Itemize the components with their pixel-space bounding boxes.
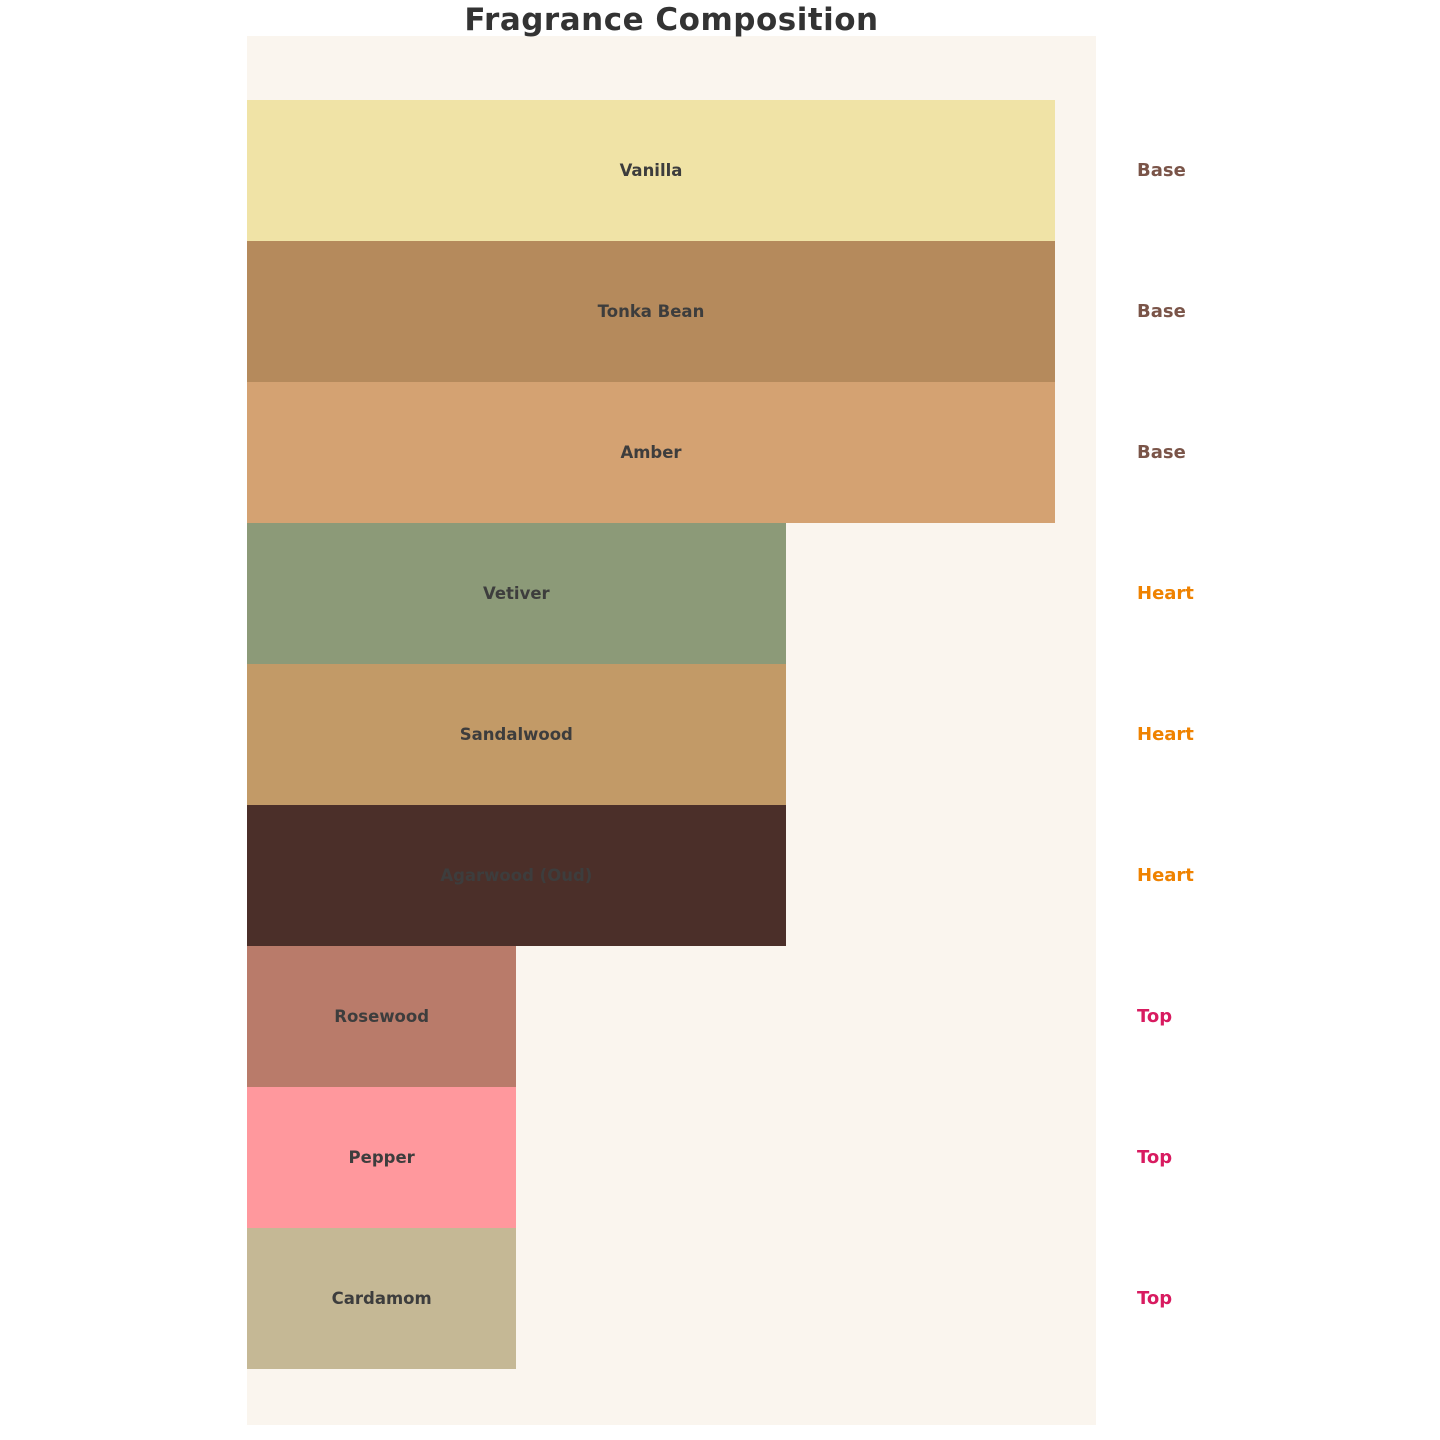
bar-label: Amber [620, 443, 682, 462]
bar-label: Tonka Bean [597, 302, 705, 321]
note-label: Heart [1137, 583, 1194, 604]
note-label: Heart [1137, 865, 1194, 886]
chart-title: Fragrance Composition [464, 2, 879, 38]
bar-label: Agarwood (Oud) [440, 866, 593, 885]
note-label: Base [1137, 160, 1186, 181]
bar-label: Rosewood [334, 1007, 430, 1026]
chart-bar: Rosewood [247, 946, 517, 1087]
chart-bar: Amber [247, 382, 1055, 523]
chart-bar: Agarwood (Oud) [247, 805, 786, 946]
chart-bar: Cardamom [247, 1228, 517, 1369]
bar-label: Vetiver [482, 584, 550, 603]
note-label: Top [1137, 1288, 1173, 1309]
bar-label: Pepper [348, 1148, 415, 1167]
bar-label: Cardamom [331, 1289, 432, 1308]
bar-label: Sandalwood [459, 725, 573, 744]
chart-bar: Vanilla [247, 100, 1055, 241]
chart-bar: Pepper [247, 1087, 517, 1228]
note-label: Base [1137, 442, 1186, 463]
note-label: Top [1137, 1006, 1173, 1027]
bar-label: Vanilla [619, 161, 683, 180]
note-label: Heart [1137, 724, 1194, 745]
note-label: Top [1137, 1147, 1173, 1168]
chart-bar: Sandalwood [247, 664, 786, 805]
chart-bar: Tonka Bean [247, 241, 1055, 382]
note-label: Base [1137, 301, 1186, 322]
chart-bar: Vetiver [247, 523, 786, 664]
